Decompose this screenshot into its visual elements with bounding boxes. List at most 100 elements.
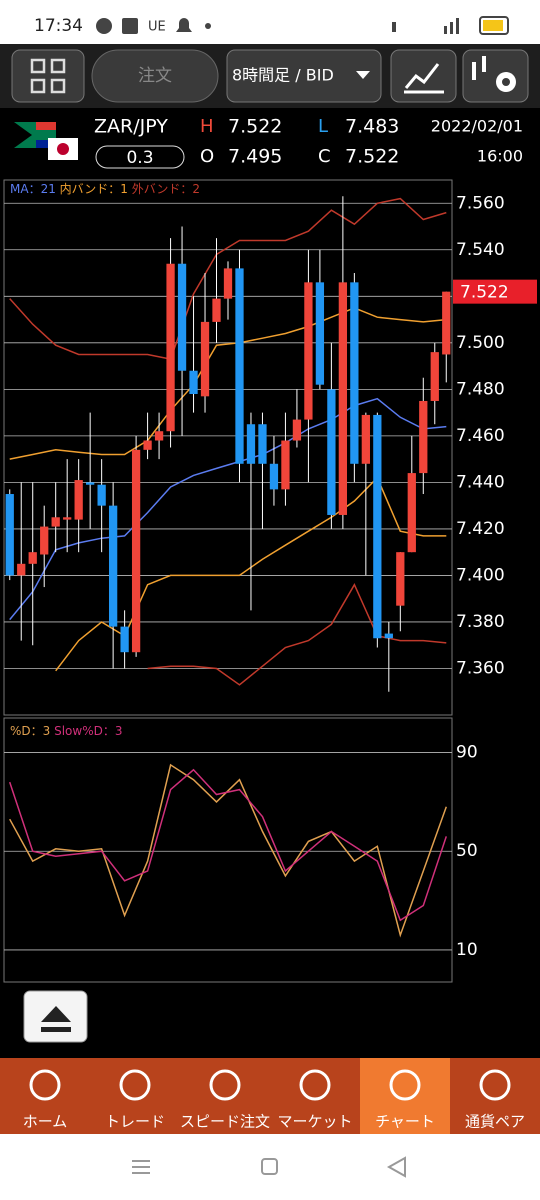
recent-button[interactable] [132,1160,150,1174]
battery-level [483,20,503,31]
legend-item: 内バンド：1 [60,182,128,196]
overlay-line [9,397,447,621]
candle-body [315,282,325,385]
nav-label: 通貨ペア [465,1113,525,1131]
back-button[interactable] [386,1156,406,1178]
nav-icon [479,1069,511,1101]
status-icon [176,18,192,32]
system-nav [0,1134,540,1200]
candle-body [442,291,451,355]
candle-body [28,552,37,564]
flag-jp-disc [57,143,69,155]
candle-body [246,424,256,464]
nav-item[interactable]: チャート [375,1069,435,1131]
candle-body [166,263,175,432]
pair: ZAR/JPY [94,116,168,138]
y-tick-label: 10 [456,940,478,960]
high-label: H [200,116,214,137]
status-icon [392,22,396,32]
high-value: 7.522 [228,116,282,138]
y-tick-label: 90 [456,743,478,763]
candle-body [97,484,106,506]
candle-body [292,419,302,441]
indicator-panel [3,717,453,983]
spread-badge [95,145,185,169]
nav-item[interactable]: スピード注文 [180,1069,270,1131]
plot-area [5,196,451,692]
time: 16:00 [477,147,523,166]
overlay-line [9,197,447,360]
timeframe-label: 8時間足 / BID [232,66,334,85]
signal [450,22,453,34]
nav-label: チャート [375,1113,435,1131]
current-price-label: 7.522 [460,283,509,303]
y-tick-label: 7.480 [456,379,505,399]
candle-body [396,552,405,606]
nav-item[interactable]: マーケット [277,1069,353,1131]
nav-icon [119,1069,151,1101]
y-tick-label: 7.460 [456,426,505,446]
indicator-plot: 10 50 90 [4,743,478,960]
grid-icon [30,58,66,94]
candle-body [120,626,129,653]
status-icon [205,23,211,29]
candle-body [223,268,233,299]
candle-body [200,321,210,397]
close-label: C [318,146,331,167]
candle-body [235,268,244,464]
low-label: L [318,116,328,137]
candle-body [419,400,428,474]
status-icon [96,18,112,34]
indicator-line [8,768,448,922]
y-tick-label: 7.500 [456,333,505,353]
close-value: 7.522 [345,146,399,168]
timeframe-select[interactable] [226,49,382,103]
candle-body [258,424,267,464]
candle-body [430,352,439,401]
y-tick-label: 7.440 [456,472,505,492]
menu-button[interactable] [11,49,85,103]
plot-area [8,763,448,938]
chart-type-button[interactable] [390,49,457,103]
price-legend: MA：21 内バンド：1 外バンド：2 [10,182,200,196]
overlay-line [147,583,447,686]
status-time: 17:34 [34,16,83,36]
candle-body [281,440,290,490]
candle-body [51,517,60,527]
y-tick-label: 7.420 [456,519,505,539]
y-tick-label: 7.560 [456,193,505,213]
status-carrier: UE [148,20,166,35]
overlay-line [9,307,447,460]
nav-label: マーケット [277,1113,352,1131]
order-button[interactable] [91,49,219,103]
candle-body [40,526,49,555]
candle-body [361,414,370,464]
candle-body [338,282,348,515]
y-tick-label: 7.540 [456,240,505,260]
y-tick-label: 50 [456,841,478,861]
candle-body [327,389,336,515]
signal [444,26,447,34]
battery [479,16,509,35]
nav-item[interactable]: トレード [105,1069,165,1131]
candle-body [212,298,221,322]
dropdown-arrow [356,71,370,79]
candle-body [143,440,152,450]
low-value: 7.483 [345,116,399,138]
indicator-legend: %D：3 Slow%D：3 [10,724,123,738]
candle-body [384,633,393,639]
current-price-tag [453,279,537,304]
home-button[interactable] [261,1158,278,1175]
candle-body [131,449,141,653]
nav-item[interactable]: ホーム [23,1069,68,1131]
status-icon [122,18,138,34]
nav-item[interactable]: 通貨ペア [465,1069,525,1131]
candle-body [373,414,382,639]
candle-body [74,480,83,520]
nav-icon [299,1069,331,1101]
signal [456,18,459,34]
candle-body [177,263,187,371]
y-tick-label: 7.380 [456,612,505,632]
legend-item: MA：21 [10,182,56,196]
